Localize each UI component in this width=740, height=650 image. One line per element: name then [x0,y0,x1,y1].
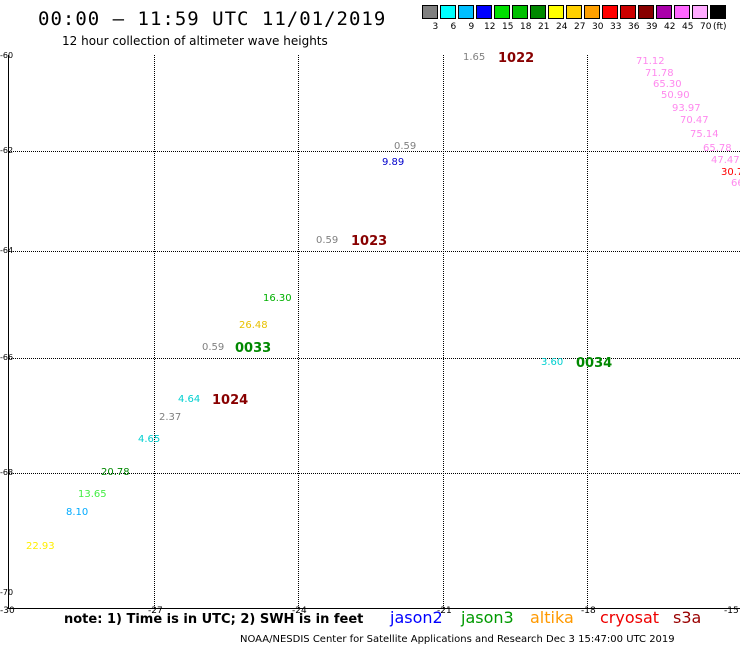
lat-label: -68 [0,468,14,477]
wave-height-label: 65.30 [653,79,682,90]
legend-tick-label: 33 [610,22,622,32]
wave-height-label: 1.65 [463,52,486,63]
wave-height-label: 20.78 [101,467,130,478]
legend-swatch [692,5,708,19]
lon-gridline [298,55,299,608]
legend-tick-label: 27 [574,22,586,32]
legend-swatch [512,5,528,19]
satellite-cryosat: cryosat [600,608,660,627]
footer-note: note: 1) Time is in UTC; 2) SWH is in fe… [64,612,364,627]
wave-height-label: 70.47 [680,115,709,126]
wave-height-label: 50.90 [661,90,690,101]
wave-height-label: 22.93 [26,541,55,552]
lon-gridline [587,55,588,608]
page-title: 00:00 – 11:59 UTC 11/01/2019 [38,8,387,30]
legend-swatch [656,5,672,19]
legend-swatch [566,5,582,19]
lon-gridline [443,55,444,608]
legend-tick-label: 18 [520,22,532,32]
legend-swatch [638,5,654,19]
legend-swatch [530,5,546,19]
lon-gridline [154,55,155,608]
wave-height-label: 65.78 [703,143,732,154]
legend-swatch [674,5,690,19]
wave-height-label: 93.97 [672,103,701,114]
wave-height-label: 4.65 [138,434,161,445]
legend-tick-label: 30 [592,22,604,32]
legend-tick-label: 39 [646,22,658,32]
wave-height-label: 13.65 [78,489,107,500]
legend-tick-label: 36 [628,22,640,32]
legend-swatch [710,5,726,19]
wave-height-label: 16.30 [263,293,292,304]
wave-height-label: 0.59 [316,235,339,246]
wave-height-label: 8.10 [66,507,89,518]
legend-swatch [458,5,474,19]
legend-tick-label: 42 [664,22,676,32]
satellite-altika: altika [530,608,574,627]
wave-height-label: 2.37 [159,412,182,423]
lon-label: -24 [292,606,307,616]
legend-tick-label: 6 [450,22,457,32]
map-plot-area [8,55,740,609]
legend-swatch [494,5,510,19]
satellite-s3a: s3a [673,608,702,627]
legend-tick-label: 15 [502,22,514,32]
wave-height-label: 71.12 [636,56,665,67]
legend-tick-label: 24 [556,22,568,32]
legend-tick-label: 70 [700,22,712,32]
lon-label: -27 [148,606,163,616]
legend-tick-label: 12 [484,22,496,32]
satellite-jason3: jason3 [461,608,514,627]
legend-tick-label: 3 [432,22,439,32]
legend-swatch [602,5,618,19]
wave-height-label: 0.59 [394,141,417,152]
wave-height-label: 75.14 [690,129,719,140]
satellite-jason2: jason2 [390,608,443,627]
legend-swatch [548,5,564,19]
wave-height-label: 26.48 [239,320,268,331]
lon-label: -15 [724,606,739,616]
legend-tick-label: 9 [468,22,475,32]
lat-label: -70 [0,588,14,597]
lon-label: -30 [0,606,15,616]
lat-gridline [8,251,740,252]
legend-swatch [476,5,492,19]
legend-tick-label: 45 [682,22,694,32]
wave-height-label: 66 [731,178,740,189]
lat-label: -66 [0,353,14,362]
lat-label: -60 [0,51,14,60]
lat-label: -62 [0,146,14,155]
legend-tick-label: (ft) [713,22,727,32]
legend-swatch [584,5,600,19]
lon-label: -21 [437,606,452,616]
pass-number-label: 1022 [498,51,535,66]
legend-swatch [620,5,636,19]
wave-height-label: 71.78 [645,68,674,79]
pass-number-label: 0033 [235,341,272,356]
lat-label: -64 [0,246,14,255]
pass-number-label: 0034 [576,356,613,371]
wave-height-label: 47.47 [711,155,740,166]
legend-swatch [422,5,438,19]
credit-line: NOAA/NESDIS Center for Satellite Applica… [240,634,675,645]
page-subtitle: 12 hour collection of altimeter wave hei… [62,34,328,48]
wave-height-label: 9.89 [382,157,405,168]
pass-number-label: 1023 [351,234,388,249]
lon-label: -18 [581,606,596,616]
lat-gridline [8,151,740,152]
wave-height-label: 30.7 [721,167,740,178]
lat-gridline [8,473,740,474]
wave-height-label: 4.64 [178,394,201,405]
legend-tick-label: 21 [538,22,550,32]
lat-gridline [8,358,740,359]
wave-height-label: 0.59 [202,342,225,353]
legend-swatch [440,5,456,19]
wave-height-label: 3.60 [541,357,564,368]
pass-number-label: 1024 [212,393,249,408]
